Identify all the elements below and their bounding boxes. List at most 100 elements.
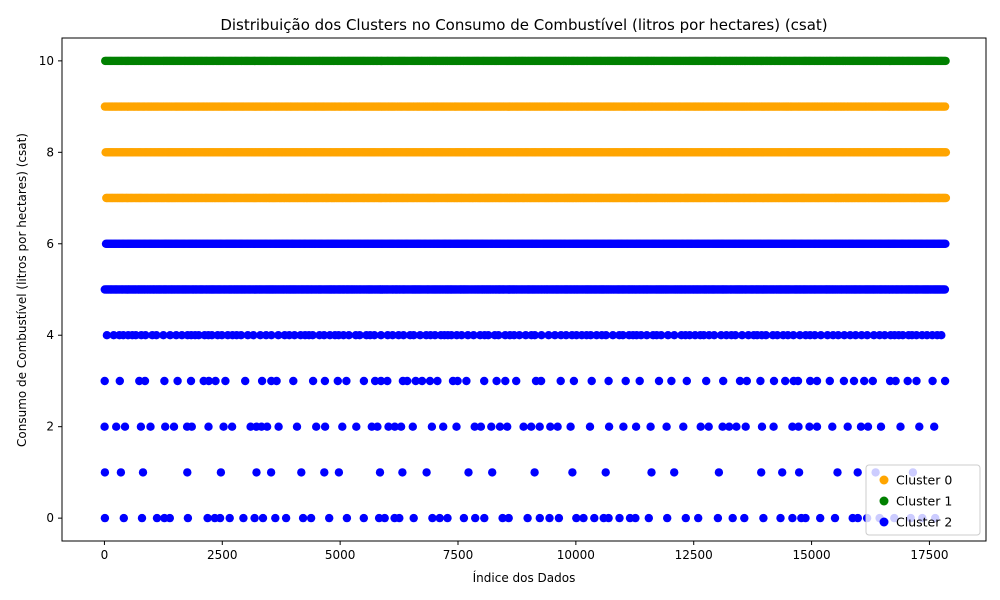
data-point	[778, 468, 787, 477]
data-point	[587, 376, 596, 386]
data-point	[211, 376, 220, 386]
data-point	[433, 376, 442, 386]
data-point	[492, 376, 501, 386]
data-point	[839, 376, 849, 386]
data-point	[663, 513, 672, 523]
data-point	[292, 422, 302, 431]
data-point	[740, 513, 749, 523]
data-point	[250, 513, 259, 523]
data-point	[183, 468, 192, 477]
data-point	[215, 513, 225, 523]
data-point	[604, 422, 614, 431]
data-point	[501, 376, 510, 386]
data-point	[257, 376, 267, 386]
data-point	[325, 513, 334, 523]
data-point	[849, 376, 859, 386]
data-point	[941, 148, 951, 157]
data-point	[940, 376, 950, 386]
data-point	[853, 468, 862, 477]
data-point	[619, 422, 628, 431]
data-point	[342, 376, 351, 386]
data-point	[781, 376, 790, 386]
data-point	[403, 376, 412, 386]
data-point	[462, 376, 471, 386]
data-point	[941, 56, 950, 66]
data-point	[258, 513, 268, 523]
data-point	[183, 513, 193, 523]
series-cluster-2	[100, 239, 950, 523]
data-point	[488, 468, 497, 477]
data-point	[320, 422, 330, 431]
data-point	[487, 422, 496, 431]
data-point	[527, 422, 536, 431]
data-point	[812, 376, 822, 386]
data-point	[896, 422, 905, 431]
data-point	[915, 422, 924, 431]
data-point	[203, 513, 212, 523]
data-point	[495, 422, 505, 431]
data-point	[776, 513, 785, 523]
data-point	[682, 376, 691, 386]
data-point	[828, 422, 837, 431]
data-point	[621, 376, 630, 386]
data-point	[464, 468, 473, 477]
data-point	[585, 422, 595, 431]
data-point	[579, 513, 588, 523]
data-point	[825, 376, 834, 386]
data-point	[728, 513, 737, 523]
data-point	[428, 513, 437, 523]
data-point	[146, 422, 155, 431]
data-point	[120, 422, 130, 431]
data-point	[816, 513, 825, 523]
data-point	[262, 422, 272, 431]
data-point	[312, 422, 321, 431]
data-point	[928, 376, 937, 386]
data-point	[757, 468, 766, 477]
data-point	[373, 422, 382, 431]
data-point	[227, 422, 237, 431]
data-point	[503, 422, 512, 431]
series-cluster-1	[101, 56, 950, 66]
data-point	[298, 513, 308, 523]
data-point	[453, 376, 462, 386]
data-point	[681, 513, 690, 523]
data-point	[554, 513, 564, 523]
data-point	[941, 193, 951, 203]
chart-title: Distribuição dos Clusters no Consumo de …	[220, 16, 827, 34]
data-point	[863, 422, 873, 431]
data-point	[566, 422, 575, 431]
data-point	[100, 513, 110, 523]
data-point	[160, 376, 169, 386]
series-cluster-0	[100, 102, 951, 203]
data-point	[169, 422, 179, 431]
data-point	[667, 376, 676, 386]
data-point	[860, 376, 869, 386]
data-point	[320, 468, 329, 477]
points-layer	[100, 56, 951, 523]
data-point	[788, 513, 797, 523]
data-point	[241, 376, 250, 386]
data-point	[100, 376, 109, 386]
data-point	[452, 422, 461, 431]
data-point	[713, 513, 723, 523]
data-point	[615, 513, 624, 523]
data-point	[891, 376, 900, 386]
data-point	[940, 285, 950, 294]
data-point	[338, 422, 347, 431]
data-point	[161, 422, 170, 431]
data-point	[937, 331, 946, 340]
data-point	[523, 513, 532, 523]
data-point	[504, 513, 513, 523]
data-point	[654, 376, 664, 386]
data-point	[112, 422, 121, 431]
data-point	[225, 513, 234, 523]
data-point	[306, 513, 316, 523]
data-point	[417, 376, 427, 386]
data-point	[396, 422, 406, 431]
data-point	[152, 513, 162, 523]
data-point	[512, 376, 521, 386]
data-point	[868, 376, 877, 386]
data-point	[670, 468, 679, 477]
data-point	[912, 376, 921, 386]
data-point	[530, 468, 539, 477]
